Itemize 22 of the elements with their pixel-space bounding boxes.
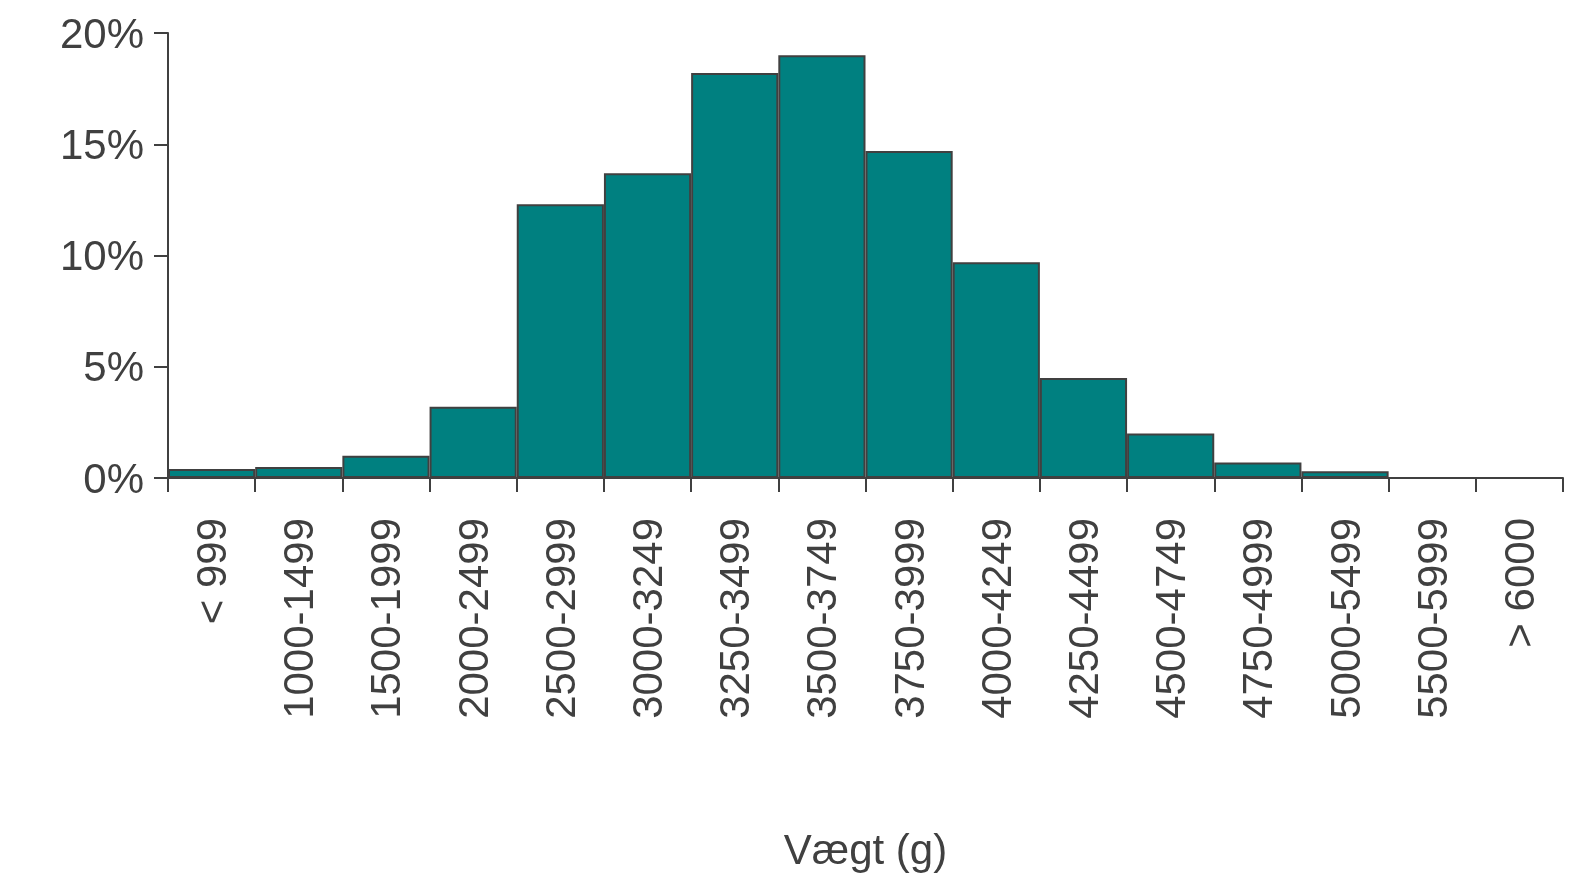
- y-tick-label: 20%: [59, 9, 144, 57]
- y-tick-label: 10%: [59, 232, 144, 279]
- y-tick-label: 0%: [83, 454, 144, 502]
- x-tick-label: > 6000: [1495, 518, 1543, 648]
- x-tick-label: 5500-5999: [1408, 518, 1456, 719]
- x-tick-label: < 999: [188, 518, 236, 625]
- y-tick-label: 5%: [83, 343, 144, 391]
- x-tick-label: 2000-2499: [449, 518, 497, 719]
- x-tick-label: 4250-4499: [1059, 518, 1107, 719]
- x-tick-label: 1000-1499: [275, 518, 323, 719]
- x-tick-label: 2500-2999: [536, 518, 584, 719]
- x-axis-title: Vægt (g): [783, 825, 948, 873]
- x-tick-label: 1500-1999: [362, 518, 410, 719]
- x-tick-label: 4750-4999: [1234, 518, 1282, 719]
- x-tick-label: 4000-4249: [972, 518, 1020, 719]
- x-tick-label: 5000-5499: [1321, 518, 1369, 719]
- x-tick-label: 4500-4749: [1147, 518, 1195, 719]
- x-tick-label: 3500-3749: [798, 518, 846, 719]
- x-tick-label: 3750-3999: [885, 518, 933, 719]
- x-tick-label: 3250-3499: [711, 518, 759, 719]
- x-tick-label: 3000-3249: [624, 518, 672, 719]
- y-tick-label: 15%: [59, 120, 144, 168]
